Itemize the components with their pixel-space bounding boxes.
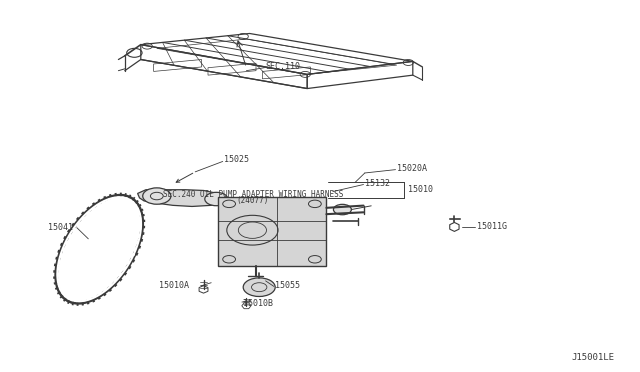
Text: 15041: 15041 (48, 223, 73, 232)
Text: 15055: 15055 (275, 281, 300, 290)
Text: (24077): (24077) (237, 196, 269, 205)
Circle shape (243, 278, 275, 296)
Text: 15132: 15132 (365, 179, 390, 187)
Circle shape (205, 192, 228, 206)
Circle shape (333, 204, 351, 215)
Text: J15001LE: J15001LE (572, 353, 614, 362)
Text: 15010B: 15010B (243, 299, 273, 308)
Text: 15011G: 15011G (477, 222, 507, 231)
Text: SEC.110: SEC.110 (266, 62, 301, 71)
Text: 15025: 15025 (224, 155, 249, 164)
Text: SEC.240 OIL PUMP ADAPTER WIRING HARNESS: SEC.240 OIL PUMP ADAPTER WIRING HARNESS (163, 190, 343, 199)
Text: 15010A: 15010A (159, 281, 189, 290)
Text: 15020A: 15020A (397, 164, 427, 173)
FancyBboxPatch shape (218, 197, 326, 266)
Text: 15010: 15010 (408, 185, 433, 194)
Circle shape (143, 188, 171, 204)
Polygon shape (138, 190, 227, 206)
